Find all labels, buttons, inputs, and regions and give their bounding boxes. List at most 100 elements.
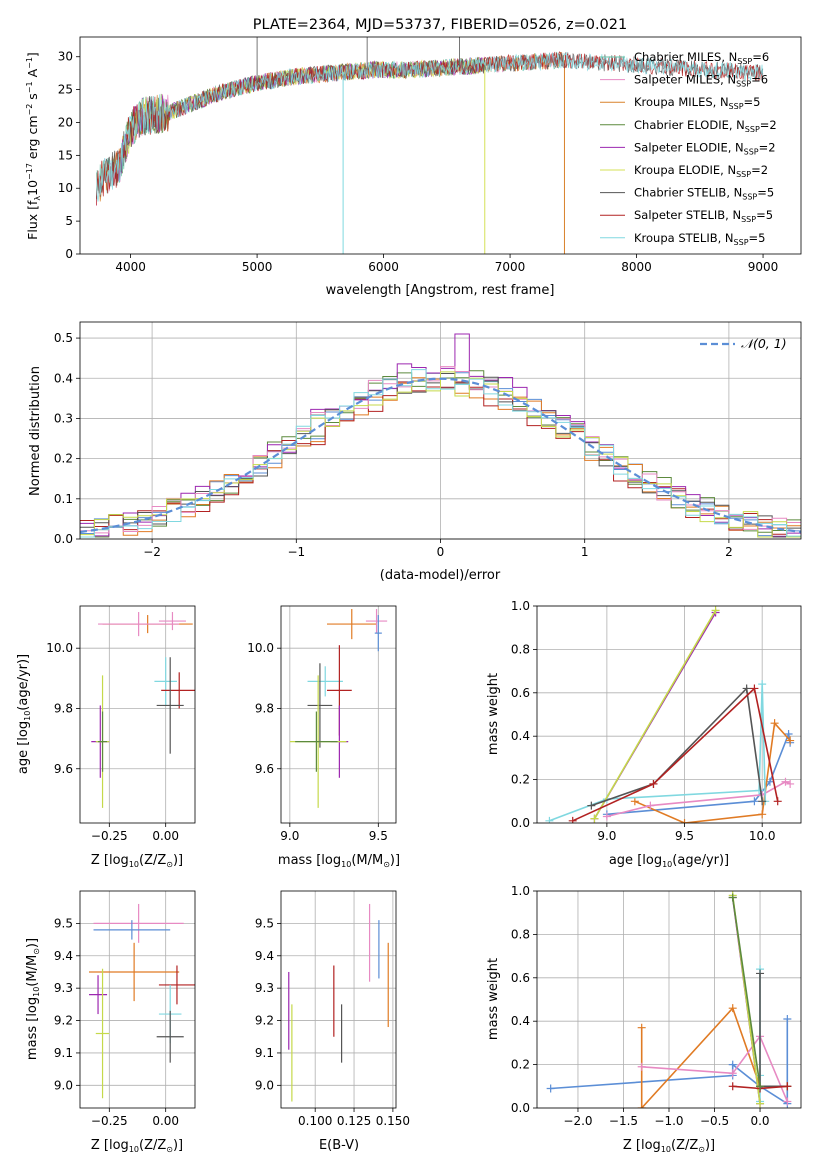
- y-tick-label: 25: [58, 83, 73, 97]
- label-part: age [log: [16, 721, 31, 774]
- spectrum-line: [96, 51, 764, 206]
- label-part: mass [log: [278, 853, 341, 868]
- axes-frame: [280, 605, 397, 824]
- weight-marker: [756, 1082, 765, 1091]
- x-tick-label: 9.5: [369, 829, 388, 843]
- weight-marker: [728, 1004, 737, 1013]
- weight-marker: [783, 1097, 792, 1106]
- weight-marker: [783, 1015, 792, 1024]
- legend-entry: Salpeter MILES, NSSP=6: [634, 73, 768, 89]
- x-tick-label: −2: [143, 545, 161, 559]
- weight-marker: [786, 736, 795, 745]
- y-tick-label: 10: [58, 181, 73, 195]
- label-part: 10: [32, 987, 41, 997]
- x-axis-label: Z [log10(Z/Z⊙)]: [91, 1138, 183, 1154]
- label-part: SSP: [734, 238, 749, 247]
- x-tick-label: −2.0: [563, 1114, 592, 1128]
- y-tick-label: 9.3: [255, 981, 274, 995]
- label-part: =2: [751, 163, 768, 177]
- label-part: Z [log: [91, 853, 129, 868]
- axes-frame: [79, 605, 196, 824]
- label-part: 10: [129, 860, 139, 869]
- weight-line: [593, 609, 717, 820]
- axes-mass-vs-EBV: 0.100 0.125 0.150 9.0 9.1 9.2 9.3 9.4 9.5: [255, 890, 410, 1128]
- plot-area: [289, 609, 388, 808]
- axes-frame: [536, 890, 802, 1109]
- label-part: 10: [661, 1145, 671, 1154]
- weight-marker: [728, 1082, 737, 1091]
- y-tick-label: 0.0: [511, 1101, 530, 1115]
- weight-marker: [680, 819, 689, 823]
- legend-entry: 𝒩(0, 1): [741, 336, 787, 351]
- weight-marker: [711, 606, 720, 615]
- label-part: )]: [25, 938, 40, 948]
- label-part: ⊙: [32, 948, 41, 955]
- legend-entry: Kroupa STELIB, NSSP=5: [634, 231, 765, 247]
- y-tick-label: 9.2: [255, 1014, 274, 1028]
- weight-line: [591, 686, 763, 807]
- axes-weight-vs-Z: −2.0 −1.5 −1.0 −0.5 0.0 0.0 0.2 0.4 0.6 0.8 1.0: [511, 884, 802, 1128]
- label-part: Kroupa STELIB, N: [634, 231, 734, 245]
- y-axis-label: mass weight: [486, 958, 501, 1040]
- y-tick-label: 0.5: [54, 331, 73, 345]
- label-part: mass [log: [25, 997, 40, 1060]
- label-part: =5: [749, 231, 766, 245]
- y-tick-label: 9.4: [54, 949, 73, 963]
- weight-line: [641, 1034, 789, 1102]
- y-tick-label: 1.0: [511, 599, 530, 613]
- axes-weight-vs-age: 9.0 9.5 10.0 0.0 0.2 0.4 0.6 0.8 1.0: [511, 599, 802, 843]
- x-tick-label: 9.0: [597, 829, 616, 843]
- y-axis-label: Flux [fλ10−17 erg cm−2 s−1 A−1]: [25, 52, 42, 240]
- axes-frame: [280, 890, 397, 1109]
- label-part: Chabrier ELODIE, N: [634, 118, 745, 132]
- y-tick-label: 9.1: [54, 1046, 73, 1060]
- plot-area: [546, 891, 792, 1108]
- weight-line: [731, 897, 761, 1087]
- x-axis-label: mass [log10(M/M⊙)]: [278, 853, 400, 869]
- y-tick-label: 9.1: [255, 1046, 274, 1060]
- label-part: =5: [757, 186, 774, 200]
- spectrum-line: [96, 51, 764, 202]
- label-part: Salpeter STELIB, N: [634, 208, 741, 222]
- label-part: 10: [662, 860, 672, 869]
- weight-line: [634, 721, 791, 823]
- y-axis-label: Normed distribution: [28, 366, 43, 496]
- y-tick-label: 1.0: [511, 884, 530, 898]
- weight-marker: [784, 730, 793, 739]
- legend-entry: Kroupa ELODIE, NSSP=2: [634, 163, 768, 179]
- weight-marker: [750, 797, 759, 806]
- y-tick-label: 9.5: [255, 916, 274, 930]
- weight-marker: [755, 786, 764, 795]
- x-axis-label: (data-model)/error: [380, 568, 501, 583]
- y-tick-label: 0.8: [511, 927, 530, 941]
- label-part: =5: [744, 95, 761, 109]
- plot-area: [89, 903, 195, 1099]
- plot-area: [91, 612, 195, 808]
- label-part: SSP: [745, 125, 760, 134]
- y-tick-label: 5: [65, 214, 73, 228]
- y-tick-label: 10.0: [46, 641, 73, 655]
- plot-area: [80, 333, 801, 539]
- y-tick-label: 9.3: [54, 981, 73, 995]
- weight-marker: [756, 1099, 765, 1108]
- label-part: λ: [33, 196, 42, 201]
- label-part: −1: [25, 81, 34, 93]
- weight-marker: [646, 801, 655, 810]
- weight-marker: [758, 680, 767, 689]
- y-tick-label: 0.2: [511, 1058, 530, 1072]
- weight-marker: [630, 797, 639, 806]
- label-part: erg cm: [25, 116, 40, 164]
- weight-marker: [728, 1069, 737, 1078]
- weight-marker: [758, 810, 767, 819]
- weight-marker: [590, 814, 599, 823]
- label-part: −17: [25, 163, 34, 180]
- label-part: 10: [23, 711, 32, 721]
- label-part: 10: [129, 1145, 139, 1154]
- label-part: ⊙: [166, 860, 173, 869]
- weight-marker: [773, 797, 782, 806]
- label-part: ⊙: [166, 1145, 173, 1154]
- y-tick-label: 0.2: [54, 452, 73, 466]
- axes-age-vs-Z: −0.25 0.00 9.6 9.8 10.0: [46, 605, 196, 843]
- plot-area: [96, 37, 764, 254]
- x-axis-label: age [log10(age/yr)]: [609, 853, 729, 869]
